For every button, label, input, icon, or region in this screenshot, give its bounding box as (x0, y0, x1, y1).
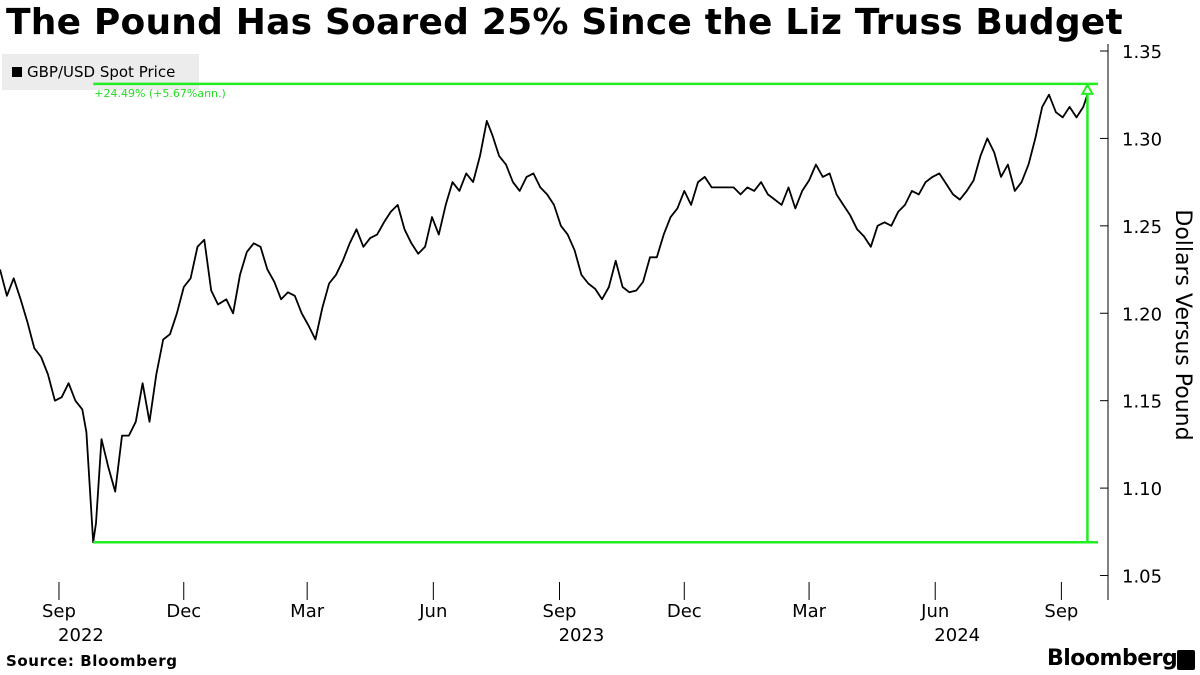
annotation-arrow-head-icon (1080, 82, 1095, 95)
legend-label: GBP/USD Spot Price (27, 63, 176, 81)
bloomberg-terminal-icon (1177, 650, 1195, 670)
x-tick-label: Dec (667, 601, 702, 622)
x-tick-label: Dec (166, 601, 201, 622)
x-tick-label: Mar (792, 601, 827, 622)
x-year-label: 2023 (559, 625, 605, 646)
x-tick-label: Sep (543, 601, 577, 622)
y-tick-label: 1.05 (1122, 567, 1162, 588)
source-note: Source: Bloomberg (6, 652, 178, 670)
brand-logo: Bloomberg (1047, 646, 1178, 671)
x-tick-label: Jun (920, 601, 949, 622)
x-tick-label: Sep (42, 601, 76, 622)
annotation-label: +24.49% (+5.67%ann.) (94, 87, 226, 100)
x-tick-label: Mar (290, 601, 325, 622)
series-line (0, 93, 1089, 544)
y-tick-label: 1.35 (1122, 42, 1162, 63)
x-tick-label: Jun (418, 601, 447, 622)
x-year-label: 2022 (58, 625, 104, 646)
y-tick-label: 1.25 (1122, 217, 1162, 238)
y-tick-label: 1.30 (1122, 129, 1162, 150)
chart-title: The Pound Has Soared 25% Since the Liz T… (6, 2, 1123, 43)
y-tick-label: 1.20 (1122, 304, 1162, 325)
y-tick-label: 1.15 (1122, 392, 1162, 413)
y-axis-title: Dollars Versus Pound (1170, 209, 1195, 440)
legend-swatch-icon (12, 67, 22, 77)
x-year-label: 2024 (934, 625, 980, 646)
y-tick-label: 1.10 (1122, 479, 1162, 500)
x-tick-label: Sep (1044, 601, 1078, 622)
